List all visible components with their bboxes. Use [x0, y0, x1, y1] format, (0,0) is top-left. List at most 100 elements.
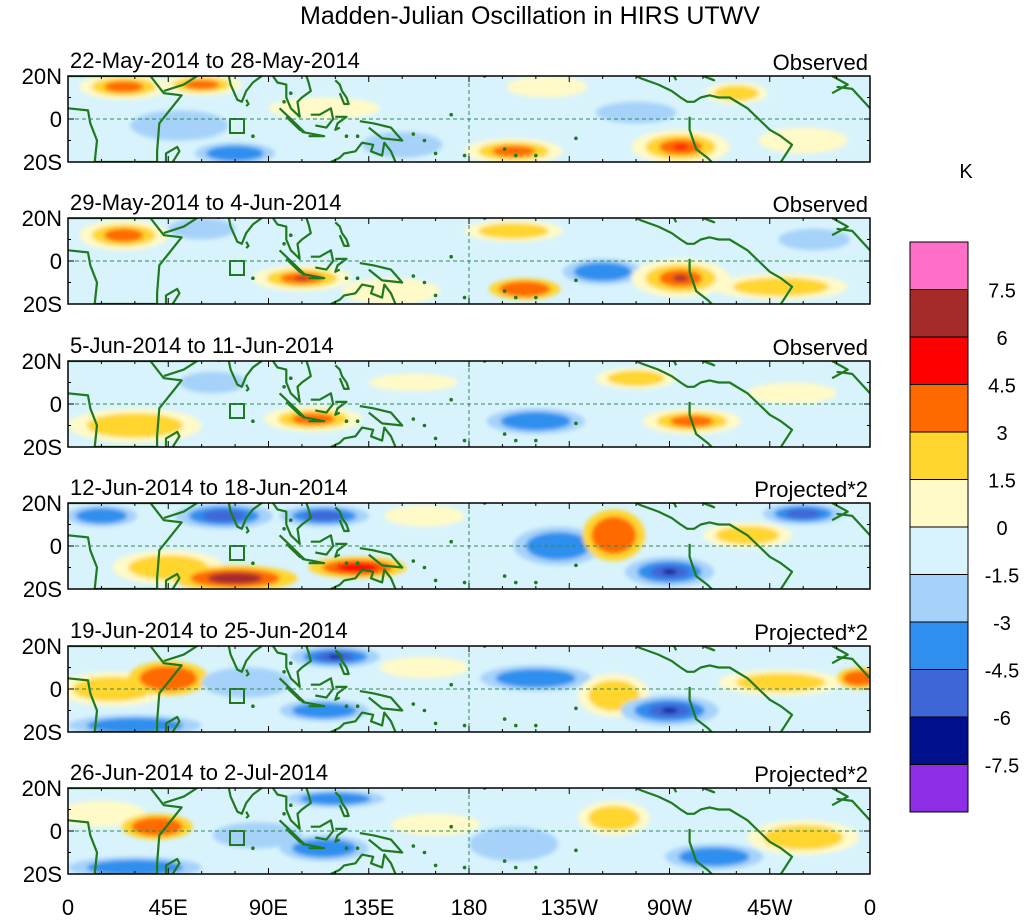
coastline	[836, 655, 870, 680]
island	[282, 100, 286, 104]
island	[251, 704, 255, 708]
contour-blob	[662, 569, 677, 575]
coastline	[359, 405, 404, 427]
coastline	[217, 503, 263, 530]
x-tick-label: 90E	[249, 895, 288, 920]
coastline	[68, 76, 183, 162]
coastline	[245, 811, 250, 819]
figure-title: Madden-Julian Oscillation in HIRS UTWV	[300, 2, 760, 30]
contour-blob	[75, 508, 128, 524]
contour-blob	[747, 382, 837, 404]
contour-blob	[86, 413, 183, 438]
contour-blob	[304, 511, 344, 521]
coastline	[150, 361, 199, 378]
island	[502, 717, 507, 721]
island	[411, 417, 416, 421]
colorbar-swatch	[909, 526, 969, 575]
colorbar-swatch	[909, 241, 969, 290]
coastline	[359, 690, 404, 712]
island	[344, 704, 349, 708]
island	[411, 132, 416, 136]
contour-field	[68, 218, 870, 304]
colorbar-unit: K	[959, 161, 973, 183]
coastline	[836, 227, 870, 252]
island	[449, 397, 453, 402]
y-tick-label: 20N	[22, 634, 62, 659]
coastline	[272, 788, 312, 831]
coastline	[68, 788, 183, 874]
island	[513, 723, 518, 728]
colorbar-label: -3	[993, 613, 1011, 635]
coastline	[150, 646, 199, 663]
coastline	[217, 218, 263, 245]
contour-blob	[207, 572, 263, 584]
coastline	[245, 241, 250, 249]
coastlines	[68, 503, 870, 589]
contour-blob	[184, 79, 220, 90]
coastline	[702, 76, 716, 82]
island	[422, 280, 427, 285]
coastline	[164, 430, 181, 447]
coastline	[301, 415, 326, 423]
contour-blob	[131, 817, 183, 836]
coastline	[278, 677, 306, 704]
contour-blob	[292, 702, 357, 719]
island	[288, 233, 293, 237]
coastline	[334, 542, 348, 558]
island	[513, 580, 518, 585]
island	[282, 385, 286, 389]
coastline	[278, 107, 306, 133]
island	[422, 138, 427, 143]
y-tick-label: 0	[50, 677, 62, 702]
coastlines	[68, 788, 870, 874]
coastline	[320, 711, 397, 732]
panel-date: 12-Jun-2014 to 18-Jun-2014	[70, 475, 348, 500]
coastline	[836, 370, 870, 395]
island	[282, 527, 286, 531]
contour-blob	[591, 516, 637, 554]
coastline	[150, 76, 199, 93]
colorbar-label: -4.5	[985, 661, 1019, 683]
map-panel: 20N 0 20S 29-May-2014 to 4-Jun-2014 Observed	[22, 190, 871, 317]
coastline	[334, 649, 350, 676]
coastline	[164, 715, 181, 732]
colorbar-swatch	[909, 716, 969, 765]
island	[433, 151, 438, 156]
coastline	[702, 646, 716, 652]
y-tick-label: 20N	[22, 206, 62, 231]
island	[251, 276, 255, 281]
island	[502, 432, 507, 436]
island	[355, 846, 360, 850]
colorbar-swatch	[909, 336, 969, 385]
coastline	[668, 218, 678, 223]
coastline	[278, 819, 306, 846]
panel-date: 22-May-2014 to 28-May-2014	[70, 48, 360, 73]
contour-blob	[86, 859, 183, 874]
island	[449, 539, 453, 544]
colorbar-boxes	[909, 241, 969, 813]
x-tick-label: 180	[451, 895, 488, 920]
coastline	[272, 361, 312, 403]
coastline	[278, 249, 306, 275]
panel-date: 29-May-2014 to 4-Jun-2014	[70, 190, 342, 215]
x-axis: 0 45E 90E 135E 180 135W 90W 45W 0	[62, 895, 876, 920]
y-tick-label: 20N	[22, 776, 62, 801]
y-tick-label: 20S	[23, 862, 62, 887]
coastline	[635, 76, 794, 162]
panel-label: Observed	[773, 192, 868, 217]
x-tick-label: 45W	[747, 895, 792, 920]
contour-blob	[179, 371, 247, 394]
island	[462, 580, 467, 585]
contour-blob	[384, 505, 465, 527]
coastline	[702, 218, 716, 224]
island	[574, 421, 578, 426]
colorbar-label: 6	[996, 328, 1007, 350]
coastlines	[68, 218, 870, 304]
island	[422, 423, 427, 428]
contour-blob	[588, 805, 640, 831]
contour-blob	[368, 373, 458, 392]
panel-label: Observed	[773, 50, 868, 75]
colorbar-swatch	[909, 479, 969, 528]
island	[422, 708, 427, 713]
